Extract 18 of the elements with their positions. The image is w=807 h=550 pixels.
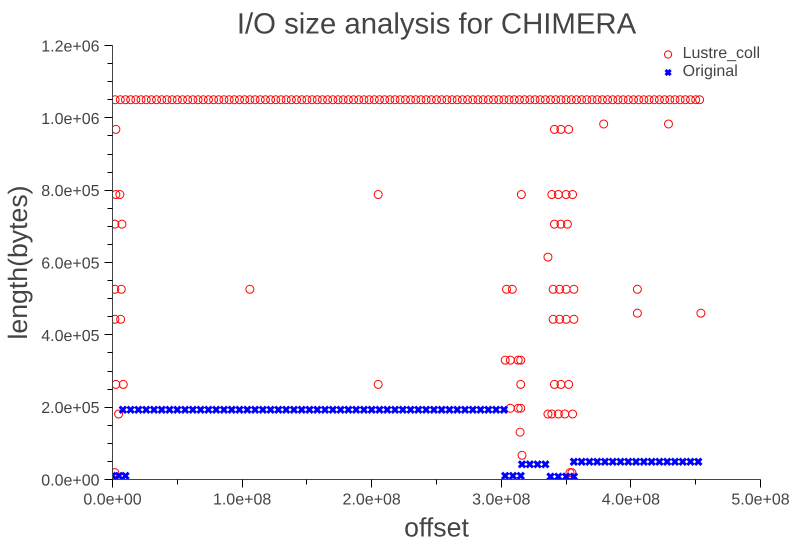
y-tick-label: 2.0e+05 bbox=[41, 400, 100, 418]
legend-label: Original bbox=[682, 63, 738, 81]
x-tick-label: 3.0e+08 bbox=[472, 492, 531, 508]
y-tick-label: 8.0e+05 bbox=[41, 183, 100, 200]
x-axis-title: offset bbox=[404, 512, 470, 542]
y-tick-label: 1.0e+06 bbox=[41, 110, 100, 128]
x-tick-label: 0.0e+00 bbox=[83, 492, 142, 508]
y-tick-label: 0.0e+00 bbox=[41, 472, 100, 490]
x-tick-label: 4.0e+08 bbox=[602, 492, 660, 508]
y-tick-label: 6.0e+05 bbox=[41, 256, 100, 272]
x-tick-label: 5.0e+08 bbox=[731, 492, 790, 508]
y-tick-label: 4.0e+05 bbox=[41, 328, 100, 345]
x-tick-label: 2.0e+08 bbox=[342, 492, 401, 508]
legend-label: Lustre_coll bbox=[682, 45, 760, 63]
x-tick-label: 1.0e+08 bbox=[212, 492, 272, 508]
y-axis-title: length(bytes) bbox=[3, 185, 34, 340]
chart-title: I/O size analysis for CHIMERA bbox=[236, 8, 637, 40]
y-tick-label: 1.2e+06 bbox=[41, 38, 100, 56]
